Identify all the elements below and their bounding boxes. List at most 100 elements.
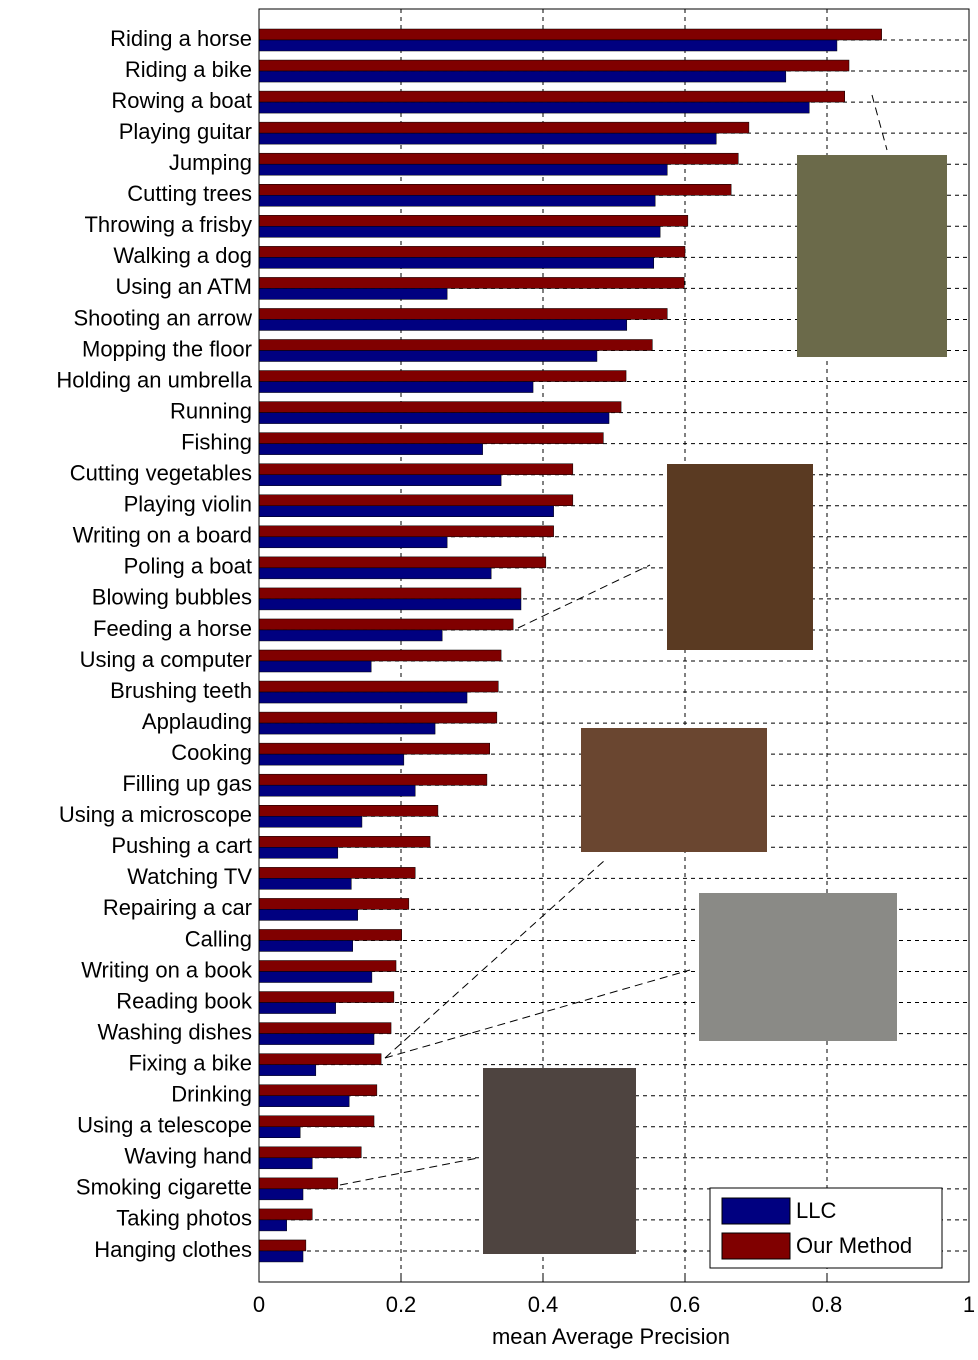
x-tick-label: 1 xyxy=(963,1292,975,1317)
bar xyxy=(258,350,598,362)
bar xyxy=(258,1033,375,1045)
bar xyxy=(258,536,448,549)
y-tick-label: Poling a boat xyxy=(124,554,252,579)
connector xyxy=(517,564,651,629)
bar xyxy=(258,867,416,879)
bar xyxy=(258,1115,375,1127)
y-tick-label: Cooking xyxy=(171,740,252,765)
bar xyxy=(258,1219,287,1232)
bar xyxy=(258,494,574,506)
bar xyxy=(258,1084,378,1096)
y-tick-label: Shooting an arrow xyxy=(73,305,252,330)
x-tick-label: 0.4 xyxy=(528,1292,559,1317)
bar xyxy=(258,59,850,72)
legend-label: LLC xyxy=(796,1198,836,1223)
bar xyxy=(258,598,522,611)
bar xyxy=(258,443,483,455)
bar xyxy=(258,1177,339,1190)
y-tick-label: Running xyxy=(170,398,252,423)
bar xyxy=(258,1157,313,1170)
y-tick-label: Fishing xyxy=(181,429,252,454)
y-tick-label: Cutting vegetables xyxy=(70,461,252,486)
bar xyxy=(258,121,750,134)
y-tick-label: Smoking cigarette xyxy=(76,1175,252,1200)
bar xyxy=(258,960,397,972)
bar xyxy=(258,39,838,52)
bar xyxy=(258,370,627,382)
bar xyxy=(258,215,689,227)
bar xyxy=(258,1208,313,1221)
bar xyxy=(258,722,436,735)
bar xyxy=(258,1022,392,1034)
bar xyxy=(258,1126,301,1138)
bar xyxy=(258,836,431,848)
bar xyxy=(258,909,358,921)
legend-swatch xyxy=(721,1197,791,1225)
y-tick-label: Waving hand xyxy=(124,1144,252,1169)
y-tick-label: Riding a bike xyxy=(125,57,252,82)
y-tick-label: Reading book xyxy=(116,988,253,1013)
bar xyxy=(258,753,405,766)
y-tick-label: Writing on a board xyxy=(73,523,252,548)
bar xyxy=(258,784,416,797)
bar xyxy=(258,152,739,165)
bar xyxy=(258,971,373,983)
bar xyxy=(258,1053,382,1065)
bar xyxy=(258,773,488,786)
bar xyxy=(258,474,502,486)
y-tick-label: Playing guitar xyxy=(119,119,252,144)
y-tick-label: Feeding a horse xyxy=(93,616,252,641)
bar xyxy=(258,629,443,642)
photos xyxy=(483,155,947,1254)
bar xyxy=(258,70,787,83)
x-tick-label: 0.8 xyxy=(812,1292,843,1317)
bar xyxy=(258,505,554,517)
bar xyxy=(258,28,882,41)
bar xyxy=(258,101,810,114)
bar xyxy=(258,587,522,600)
bar xyxy=(258,711,498,724)
bar xyxy=(258,1146,362,1159)
bar xyxy=(258,1002,336,1014)
connector xyxy=(384,969,691,1059)
x-tick-label: 0 xyxy=(253,1292,265,1317)
bar xyxy=(258,463,574,475)
bar xyxy=(258,847,339,859)
bar xyxy=(258,257,655,269)
bar xyxy=(258,680,499,693)
bar xyxy=(258,940,353,952)
y-tick-label: Using a telescope xyxy=(77,1113,252,1138)
photo xyxy=(483,1068,636,1254)
bar xyxy=(258,412,610,424)
y-tick-label: Jumping xyxy=(169,150,252,175)
photo xyxy=(667,464,813,650)
photo xyxy=(699,893,897,1041)
y-tick-label: Cutting trees xyxy=(127,181,252,206)
bar xyxy=(258,319,628,331)
bar xyxy=(258,381,534,393)
connector xyxy=(339,1157,479,1186)
x-axis-label: mean Average Precision xyxy=(492,1324,730,1349)
bar xyxy=(258,929,402,941)
connectors xyxy=(339,94,888,1186)
y-tick-label: Hanging clothes xyxy=(94,1237,252,1262)
bar xyxy=(258,277,685,289)
bar xyxy=(258,1095,350,1107)
bar xyxy=(258,1250,304,1263)
photo xyxy=(581,728,767,852)
bar xyxy=(258,1239,307,1252)
y-tick-label: Using a computer xyxy=(80,647,252,672)
bar xyxy=(258,90,845,103)
y-tick-label: Calling xyxy=(185,926,252,951)
y-tick-label: Pushing a cart xyxy=(111,833,252,858)
bar xyxy=(258,816,363,828)
bar xyxy=(258,132,717,145)
bar xyxy=(258,805,439,817)
legend-swatch xyxy=(721,1232,791,1260)
y-tick-label: Filling up gas xyxy=(122,771,252,796)
legend: LLC Our Method xyxy=(709,1187,943,1269)
bar xyxy=(258,618,514,631)
bar xyxy=(258,742,490,755)
bar xyxy=(258,878,352,890)
